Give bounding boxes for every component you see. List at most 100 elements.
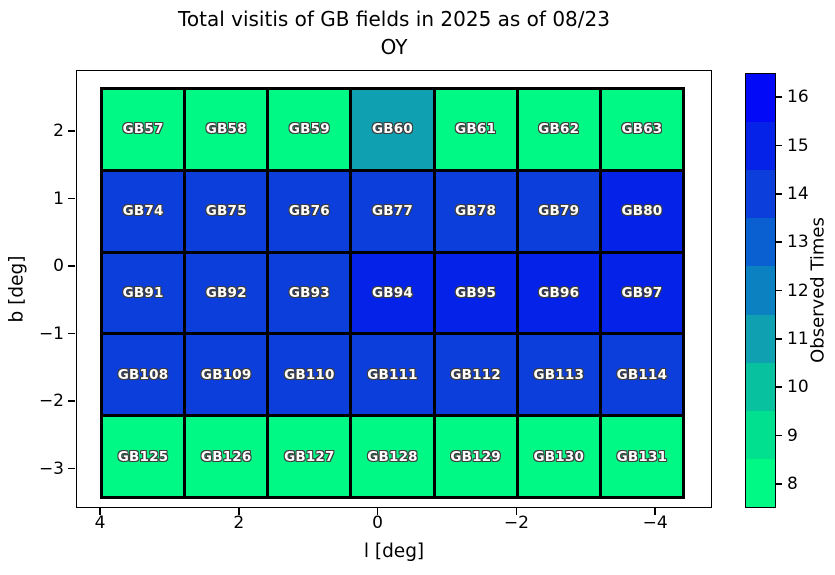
heatmap-cell: GB130 — [518, 417, 599, 496]
heatmap-cell: GB74 — [103, 171, 184, 251]
heatmap-cell: GB129 — [435, 417, 516, 496]
colorbar-tick-label: 9 — [787, 425, 798, 446]
heatmap-cell: GB60 — [352, 90, 433, 169]
heatmap-cell-label: GB126 — [200, 448, 252, 465]
colorbar-tick-label: 15 — [787, 135, 809, 156]
colorbar-tick-mark — [776, 96, 782, 98]
heatmap-cell-label: GB114 — [616, 366, 668, 383]
heatmap-cell-label: GB57 — [122, 121, 164, 138]
heatmap-cell: GB57 — [103, 90, 184, 169]
heatmap-cell-label: GB76 — [288, 203, 330, 220]
heatmap-cell-label: GB130 — [533, 448, 585, 465]
colorbar-tick-mark — [776, 193, 782, 195]
x-tick-label: −2 — [503, 513, 529, 533]
y-tick-label: −3 — [38, 458, 64, 479]
heatmap-cell: GB96 — [518, 253, 599, 333]
y-tick-mark — [68, 467, 75, 470]
heatmap-cell: GB114 — [601, 335, 682, 415]
heatmap-cell-label: GB63 — [621, 121, 663, 138]
y-axis-label: b [deg] — [6, 255, 28, 323]
heatmap-cell-label: GB127 — [284, 448, 335, 465]
colorbar-tick-label: 10 — [787, 377, 809, 398]
heatmap-cell: GB93 — [269, 253, 350, 333]
colorbar-segment — [746, 458, 775, 507]
heatmap-cell-label: GB62 — [538, 121, 580, 138]
heatmap-cell: GB128 — [352, 417, 433, 496]
y-tick-label: −2 — [38, 391, 64, 411]
heatmap-cell-label: GB61 — [455, 121, 497, 138]
colorbar-tick-mark — [776, 434, 782, 437]
heatmap-cell: GB125 — [103, 417, 184, 496]
x-tick-mark — [515, 508, 518, 515]
colorbar-tick-mark — [776, 241, 782, 243]
x-tick-mark — [99, 508, 101, 515]
x-tick-label: 2 — [233, 513, 245, 533]
heatmap-cell: GB108 — [103, 335, 184, 415]
heatmap-cell-label: GB95 — [455, 284, 497, 301]
heatmap-cell: GB80 — [601, 171, 682, 251]
y-tick-mark — [68, 265, 75, 267]
colorbar-segment — [746, 170, 775, 219]
x-tick-label: 4 — [94, 513, 106, 533]
heatmap-cell: GB62 — [518, 90, 599, 169]
heatmap-cell-label: GB74 — [122, 203, 164, 220]
heatmap-grid: GB57 GB58 GB59 GB60 GB61 GB62 GB63 GB74 GB75 GB76… — [100, 87, 685, 499]
heatmap-cell-label: GB111 — [367, 366, 418, 383]
heatmap-cell: GB95 — [435, 253, 516, 333]
heatmap-cell: GB113 — [518, 335, 599, 415]
heatmap-cell-label: GB91 — [122, 284, 164, 301]
colorbar-tick-label: 11 — [787, 328, 809, 349]
colorbar-tick-label: 14 — [787, 183, 809, 204]
heatmap-cell-label: GB60 — [372, 121, 413, 138]
y-tick-mark — [68, 332, 75, 335]
heatmap-cell: GB59 — [269, 90, 350, 169]
heatmap-cell: GB131 — [601, 417, 682, 496]
heatmap-cell: GB127 — [269, 417, 350, 496]
chart-title-line2: OY — [380, 35, 408, 59]
heatmap-cell-label: GB110 — [284, 366, 335, 383]
heatmap-cell: GB75 — [186, 171, 267, 251]
y-tick-label: 1 — [53, 188, 64, 209]
colorbar-tick-mark — [776, 338, 782, 340]
colorbar-segment — [746, 362, 775, 411]
colorbar-tick-mark — [776, 386, 782, 388]
x-tick-mark — [376, 508, 379, 515]
heatmap-cell-label: GB113 — [533, 366, 585, 383]
heatmap-cell: GB58 — [186, 90, 267, 169]
x-tick-label: 0 — [372, 513, 383, 533]
heatmap-cell-label: GB125 — [117, 448, 169, 465]
y-tick-mark — [68, 197, 75, 200]
x-axis-label: l [deg] — [363, 541, 425, 562]
colorbar-segment — [746, 122, 775, 171]
heatmap-cell-label: GB80 — [621, 203, 663, 220]
heatmap-cell: GB77 — [352, 171, 433, 251]
x-tick-mark — [238, 508, 240, 515]
y-tick-mark — [68, 400, 75, 402]
heatmap-cell-label: GB92 — [205, 284, 247, 301]
colorbar-segment — [746, 218, 775, 267]
colorbar-segment — [746, 314, 775, 363]
heatmap-cell-label: GB58 — [205, 121, 247, 138]
y-tick-label: 2 — [53, 121, 64, 141]
colorbar-segment — [746, 410, 775, 459]
y-tick-label: 0 — [53, 256, 64, 276]
heatmap-cell: GB91 — [103, 253, 184, 333]
colorbar-tick-mark — [776, 483, 782, 485]
heatmap-cell-label: GB108 — [117, 366, 169, 383]
heatmap-cell: GB97 — [601, 253, 682, 333]
colorbar-segment — [746, 74, 775, 123]
colorbar-tick-mark — [776, 144, 782, 147]
x-tick-label: −4 — [642, 513, 668, 533]
heatmap-cell-label: GB59 — [288, 121, 330, 138]
colorbar-tick-label: 16 — [787, 87, 809, 108]
heatmap-cell: GB94 — [352, 253, 433, 333]
chart-title: Total visitis of GB fields in 2025 as of… — [76, 5, 712, 61]
y-tick-mark — [68, 130, 75, 132]
heatmap-cell-label: GB75 — [205, 203, 247, 220]
heatmap-cell-label: GB128 — [367, 448, 418, 465]
colorbar — [745, 73, 776, 508]
colorbar-tick-label: 12 — [787, 280, 809, 301]
chart-title-line1: Total visitis of GB fields in 2025 as of… — [178, 7, 610, 31]
heatmap-cell: GB76 — [269, 171, 350, 251]
